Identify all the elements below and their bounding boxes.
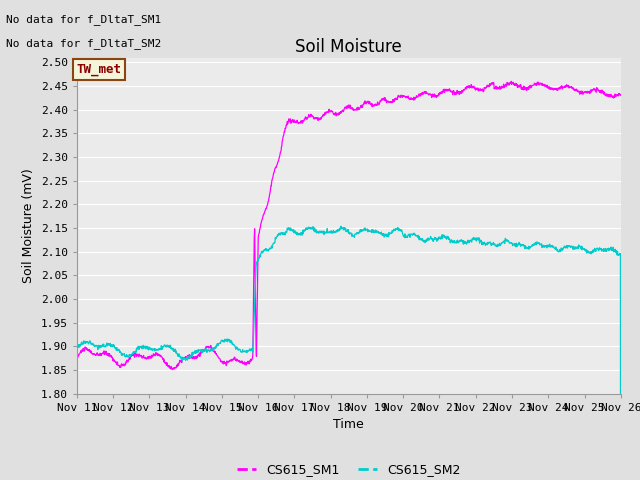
Legend: CS615_SM1, CS615_SM2: CS615_SM1, CS615_SM2 [232, 458, 465, 480]
Text: No data for f_DltaT_SM1: No data for f_DltaT_SM1 [6, 14, 162, 25]
Text: TW_met: TW_met [77, 63, 122, 76]
Text: No data for f_DltaT_SM2: No data for f_DltaT_SM2 [6, 38, 162, 49]
Y-axis label: Soil Moisture (mV): Soil Moisture (mV) [22, 168, 35, 283]
X-axis label: Time: Time [333, 418, 364, 431]
Title: Soil Moisture: Soil Moisture [296, 38, 402, 56]
